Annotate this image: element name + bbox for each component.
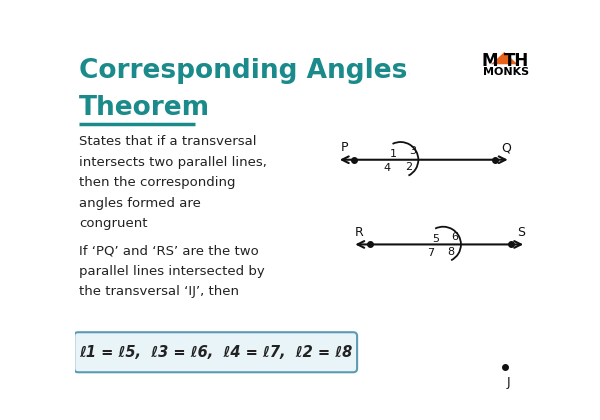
Text: 5: 5 (433, 234, 439, 244)
Text: J: J (506, 376, 510, 389)
Text: Corresponding Angles: Corresponding Angles (79, 58, 407, 84)
Polygon shape (491, 52, 518, 64)
Text: If ‘PQ’ and ‘RS’ are the two
parallel lines intersected by
the transversal ‘IJ’,: If ‘PQ’ and ‘RS’ are the two parallel li… (79, 244, 265, 299)
Text: S: S (517, 226, 525, 239)
Text: ℓ1 = ℓ5,  ℓ3 = ℓ6,  ℓ4 = ℓ7,  ℓ2 = ℓ8: ℓ1 = ℓ5, ℓ3 = ℓ6, ℓ4 = ℓ7, ℓ2 = ℓ8 (79, 345, 353, 360)
Text: States that if a transversal
intersects two parallel lines,
then the correspondi: States that if a transversal intersects … (79, 135, 267, 230)
Text: 2: 2 (406, 162, 413, 172)
Text: 1: 1 (390, 149, 397, 159)
Text: MONKS: MONKS (484, 67, 530, 77)
Text: P: P (340, 142, 348, 155)
Text: 7: 7 (427, 248, 434, 258)
Text: 8: 8 (448, 247, 455, 257)
Text: Theorem: Theorem (79, 95, 210, 121)
Text: 4: 4 (383, 163, 390, 173)
FancyBboxPatch shape (74, 332, 357, 372)
Text: Q: Q (501, 142, 511, 155)
Text: M: M (482, 52, 499, 70)
Text: 3: 3 (410, 146, 416, 156)
Text: R: R (355, 226, 364, 239)
Text: TH: TH (505, 52, 530, 70)
Text: 6: 6 (451, 232, 458, 242)
